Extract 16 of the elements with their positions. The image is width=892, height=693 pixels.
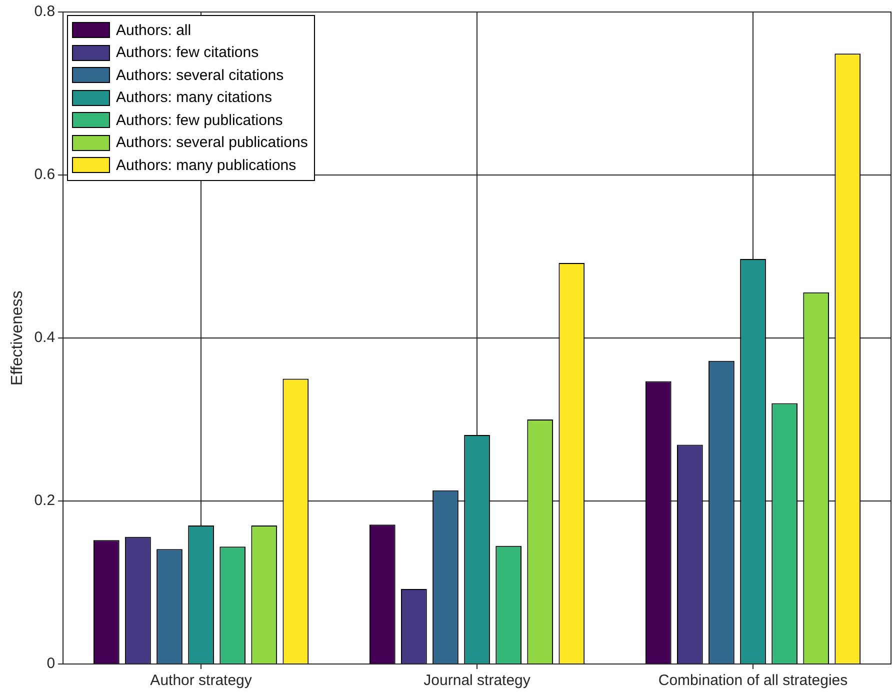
x-tick-label: Author strategy: [150, 672, 252, 690]
y-axis-title: Effectiveness: [9, 290, 26, 386]
y-tick-label: 0: [46, 655, 56, 672]
y-tick-label: 0.2: [34, 492, 56, 510]
legend-label: Authors: several publications: [116, 134, 308, 152]
y-tick-label: 0.6: [34, 166, 56, 184]
legend-label: Authors: few publications: [116, 112, 283, 129]
legend-label: Authors: all: [116, 22, 192, 39]
y-tick-label: 0.8: [34, 3, 56, 20]
legend-label: Authors: many citations: [116, 89, 272, 106]
legend-label: Authors: many publications: [116, 156, 296, 174]
y-tick-label: 0.4: [34, 329, 56, 346]
legend-label: Authors: several citations: [116, 66, 284, 84]
x-tick-label: Journal strategy: [424, 672, 531, 690]
x-tick-label: Combination of all strategies: [658, 672, 848, 690]
legend-label: Authors: few citations: [116, 44, 259, 62]
